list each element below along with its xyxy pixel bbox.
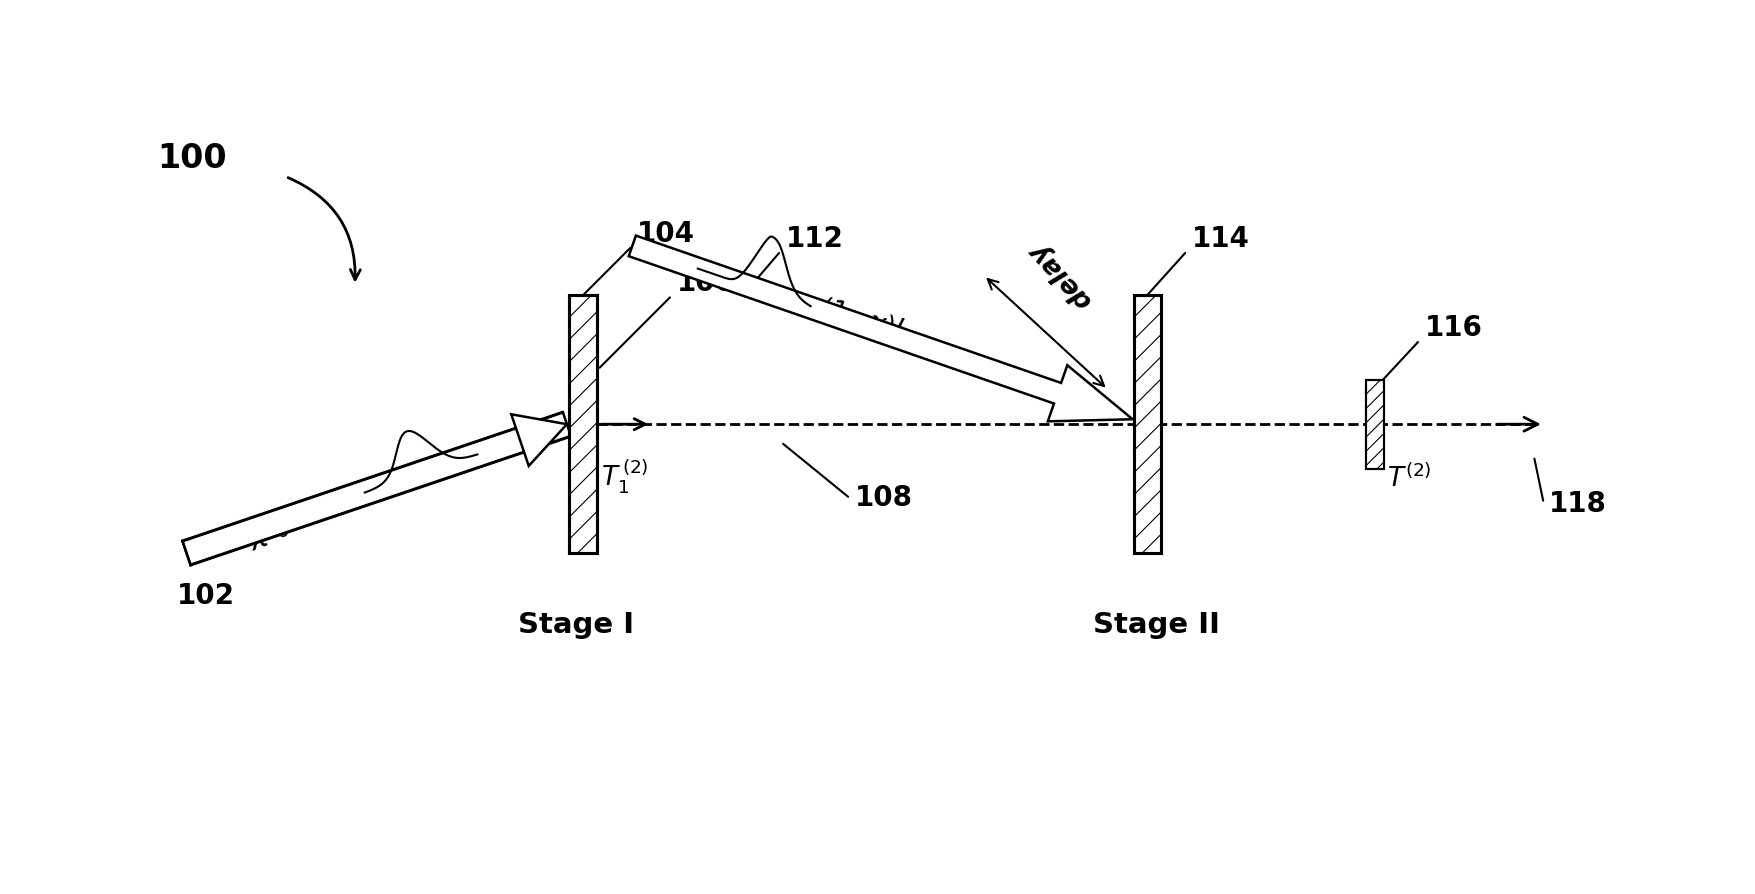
FancyArrow shape bbox=[183, 413, 570, 565]
Text: $(1\!-\!\chi)I_0$: $(1\!-\!\chi)I_0$ bbox=[814, 293, 916, 349]
Text: 108: 108 bbox=[855, 484, 913, 512]
Text: Stage II: Stage II bbox=[1092, 611, 1220, 638]
Bar bbox=[1134, 296, 1160, 553]
Text: delay: delay bbox=[1023, 237, 1097, 314]
Bar bbox=[569, 296, 597, 553]
Text: 104: 104 bbox=[637, 220, 695, 248]
Bar bbox=[569, 296, 597, 553]
Text: Stage I: Stage I bbox=[518, 611, 634, 638]
Text: 114: 114 bbox=[1192, 224, 1250, 253]
Bar bbox=[1365, 380, 1383, 469]
Text: 106: 106 bbox=[676, 269, 735, 297]
Text: 112: 112 bbox=[786, 224, 842, 253]
Bar bbox=[1134, 296, 1160, 553]
Bar bbox=[1365, 380, 1383, 469]
FancyArrow shape bbox=[628, 236, 1132, 422]
Polygon shape bbox=[511, 415, 567, 467]
Text: $T_1^{\,(2)}$: $T_1^{\,(2)}$ bbox=[600, 458, 648, 495]
Text: $T^{(2)}$: $T^{(2)}$ bbox=[1386, 464, 1430, 492]
Text: 102: 102 bbox=[177, 581, 235, 609]
Text: $\chi I_0$: $\chi I_0$ bbox=[240, 507, 293, 552]
Text: 116: 116 bbox=[1423, 314, 1481, 342]
Text: 118: 118 bbox=[1548, 490, 1606, 518]
Text: 100: 100 bbox=[156, 141, 226, 174]
